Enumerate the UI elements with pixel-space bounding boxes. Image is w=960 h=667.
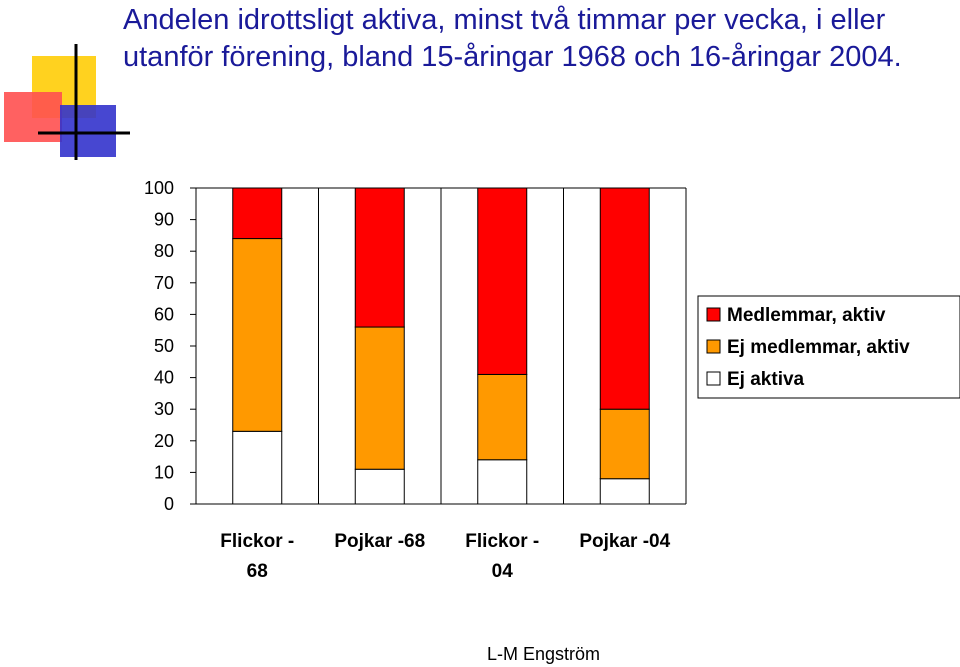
bar-segment	[477, 373, 528, 461]
bar-segment	[232, 187, 283, 240]
x-category-label: Pojkar -68	[334, 531, 425, 552]
y-tick-label: 40	[154, 368, 174, 388]
y-tick-label: 70	[154, 273, 174, 293]
x-category-label: Flickor -	[220, 531, 294, 552]
y-tick-label: 60	[154, 304, 174, 324]
y-tick-label: 90	[154, 210, 174, 230]
legend-swatch	[706, 307, 721, 322]
y-tick-label: 20	[154, 431, 174, 451]
y-tick-label: 30	[154, 399, 174, 419]
y-tick-label: 10	[154, 462, 174, 482]
bar-segment	[354, 187, 405, 328]
bar-segment	[354, 468, 405, 505]
x-category-label: 68	[247, 561, 268, 582]
x-category-label: Pojkar -04	[579, 531, 670, 552]
bar-segment	[232, 430, 283, 505]
bar-segment	[477, 459, 528, 505]
legend-label: Medlemmar, aktiv	[727, 305, 886, 326]
y-tick-label: 0	[164, 494, 174, 514]
legend-label: Ej medlemmar, aktiv	[727, 337, 910, 358]
bar-segment	[354, 326, 405, 470]
slide-title: Andelen idrottsligt aktiva, minst två ti…	[123, 4, 902, 73]
bar-segment	[477, 187, 528, 375]
legend-label: Ej aktiva	[727, 369, 805, 390]
bar-segment	[599, 187, 650, 410]
y-tick-label: 50	[154, 336, 174, 356]
y-tick-label: 100	[144, 178, 174, 198]
x-category-label: Flickor -	[465, 531, 539, 552]
footer-author: L-M Engström	[487, 644, 601, 664]
legend-swatch	[706, 339, 721, 354]
y-tick-label: 80	[154, 241, 174, 261]
bar-segment	[599, 478, 650, 505]
legend-box	[697, 295, 960, 399]
decor-blue-square	[60, 105, 116, 157]
x-category-label: 04	[492, 561, 514, 582]
bar-segment	[232, 238, 283, 432]
legend-swatch	[706, 371, 721, 386]
corner-decoration	[4, 44, 130, 160]
bar-segment	[599, 408, 650, 480]
